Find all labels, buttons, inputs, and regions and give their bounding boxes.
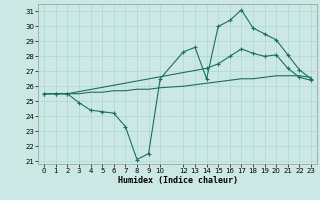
X-axis label: Humidex (Indice chaleur): Humidex (Indice chaleur) (118, 176, 238, 185)
